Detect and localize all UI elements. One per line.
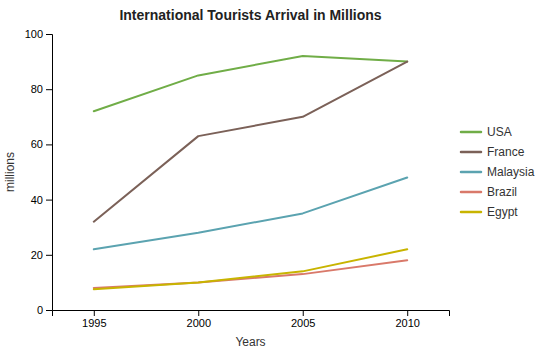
tick-mark bbox=[46, 310, 52, 311]
tick-mark bbox=[46, 200, 52, 201]
legend-swatch bbox=[461, 151, 481, 154]
tick-label: 0 bbox=[37, 304, 43, 316]
legend-label: Egypt bbox=[487, 205, 518, 219]
tick: 80 bbox=[31, 83, 52, 95]
tick: 2010 bbox=[395, 310, 419, 329]
legend: USA France Malaysia Brazil Egypt bbox=[461, 125, 535, 219]
tick: 60 bbox=[31, 138, 52, 150]
axis-line bbox=[46, 35, 53, 311]
tick: 2005 bbox=[291, 310, 315, 329]
tick-mark bbox=[46, 144, 52, 145]
legend-item: Egypt bbox=[461, 205, 518, 219]
tick: 20 bbox=[31, 249, 52, 261]
legend-swatch bbox=[461, 171, 481, 174]
tick: 2000 bbox=[187, 310, 211, 329]
tick-label: 2000 bbox=[187, 317, 211, 329]
tick-label: 100 bbox=[25, 28, 43, 40]
tick-label: 1995 bbox=[82, 317, 106, 329]
tick-label: 20 bbox=[31, 249, 43, 261]
title: International Tourists Arrival in Millio… bbox=[119, 7, 381, 23]
x-axis: 1995 2000 2005 2010 bbox=[53, 310, 450, 329]
x-axis-title: Years bbox=[235, 335, 265, 349]
legend-swatch bbox=[461, 211, 481, 214]
series-line bbox=[94, 62, 407, 222]
series-line bbox=[94, 260, 407, 288]
series-line bbox=[94, 178, 407, 250]
tick-label: 2010 bbox=[395, 317, 419, 329]
tick-mark bbox=[46, 34, 52, 35]
legend-swatch bbox=[461, 191, 481, 194]
tick-label: 40 bbox=[31, 194, 43, 206]
tick-mark bbox=[303, 310, 304, 316]
tick-label: 80 bbox=[31, 83, 43, 95]
tick-mark bbox=[407, 310, 408, 316]
legend-label: France bbox=[487, 145, 525, 159]
tick: 1995 bbox=[82, 310, 106, 329]
tick-mark bbox=[46, 89, 52, 90]
tick: 100 bbox=[25, 28, 52, 40]
tick-label: 60 bbox=[31, 138, 43, 150]
legend-label: USA bbox=[487, 125, 512, 139]
legend-item: France bbox=[461, 145, 525, 159]
series-line bbox=[94, 249, 407, 289]
tick-mark bbox=[94, 310, 95, 316]
y-axis: 0 20 40 60 80 100 bbox=[25, 28, 53, 316]
legend-item: Malaysia bbox=[461, 165, 535, 179]
legend-item: Brazil bbox=[461, 185, 517, 199]
axis-line bbox=[53, 311, 450, 317]
legend-item: USA bbox=[461, 125, 512, 139]
tick-label: 2005 bbox=[291, 317, 315, 329]
y-axis-title: millions bbox=[3, 152, 17, 192]
legend-swatch bbox=[461, 131, 481, 134]
tick-mark bbox=[198, 310, 199, 316]
plot: 1995 2000 2005 2010 0 20 40 60 80 100 bbox=[25, 28, 450, 329]
tick: 40 bbox=[31, 194, 52, 206]
tick: 0 bbox=[37, 304, 52, 316]
chart: 1995 2000 2005 2010 0 20 40 60 80 100 Internationa… bbox=[0, 0, 549, 354]
lines bbox=[94, 56, 407, 289]
legend-label: Malaysia bbox=[487, 165, 535, 179]
tick-mark bbox=[46, 255, 52, 256]
legend-label: Brazil bbox=[487, 185, 517, 199]
series-line bbox=[94, 56, 407, 111]
